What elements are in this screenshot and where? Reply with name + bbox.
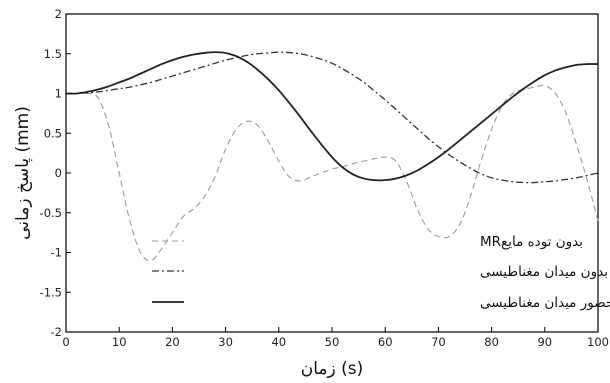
x-tick-label: 10 [112,335,127,349]
x-tick-label: 20 [165,335,180,349]
y-tick-label: 0.5 [44,126,62,140]
x-tick-label: 70 [431,335,446,349]
series-line-3 [65,51,599,182]
plot-frame [65,13,599,333]
series-line-1 [65,84,599,262]
legend-label-2: با مایع بدون میدان مغناطیسی [480,264,610,280]
y-tick-label: -1.5 [40,285,62,299]
x-tick-label: 100 [587,335,609,349]
x-tick-label: 40 [271,335,286,349]
y-tick-label: -2 [51,325,62,339]
y-tick-label: -1 [51,246,62,260]
legend-label-3: با مایع در حضور میدان مغناطیسی [480,295,610,311]
x-tick-label: 60 [378,335,393,349]
legend: بدون توده مایعMR با مایع بدون میدان مغناط… [152,234,610,311]
y-tick-label: 1 [55,87,62,101]
y-axis-label: پاسخ زمانی (mm) [13,106,33,240]
x-tick-label: 50 [325,335,340,349]
y-tick-label: 1.5 [44,47,62,61]
x-tick-label: 80 [484,335,499,349]
y-tick-label: -0.5 [40,206,62,220]
legend-label-1: بدون توده مایعMR [480,234,583,250]
series-line-2 [65,51,599,184]
y-tick-label: 0 [55,166,62,180]
series-group [65,51,599,262]
x-tick-label: 90 [537,335,552,349]
y-tick-label: 2 [55,7,62,21]
x-axis-label: زمان (s) [301,359,364,379]
x-tick-label: 30 [218,335,233,349]
x-tick-label: 0 [62,335,69,349]
axis-ticks: 0 10 20 30 40 50 60 70 80 90 100 -2 -1.5 -1 -0.5 0 0.5 1 1… [40,7,609,349]
